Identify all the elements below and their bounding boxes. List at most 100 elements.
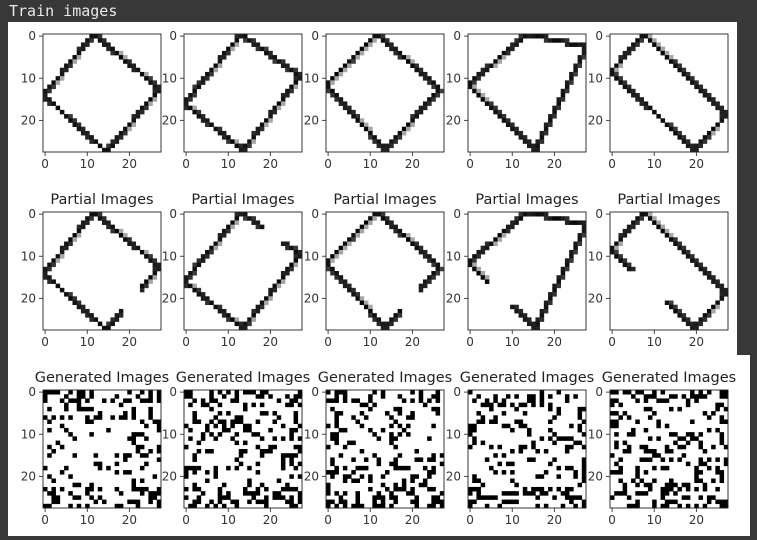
image-pixel bbox=[681, 436, 687, 441]
image-pixel bbox=[196, 419, 202, 425]
image-pixel bbox=[72, 237, 78, 242]
image-pixel bbox=[614, 411, 619, 416]
image-pixel bbox=[706, 457, 712, 462]
y-tick-label: 0 bbox=[453, 385, 461, 399]
image-pixel bbox=[389, 461, 394, 467]
image-pixel bbox=[393, 461, 398, 467]
image-pixel bbox=[401, 486, 407, 492]
image-pixel bbox=[264, 390, 269, 395]
image-pixel bbox=[196, 292, 202, 297]
image-pixel bbox=[230, 42, 235, 47]
image-pixel bbox=[255, 308, 261, 314]
image-pixel bbox=[251, 308, 256, 314]
image-pixel bbox=[497, 503, 503, 509]
image-pixel bbox=[427, 503, 432, 509]
image-pixel bbox=[702, 88, 708, 94]
image-pixel bbox=[123, 233, 128, 238]
image-pixel bbox=[326, 486, 331, 492]
image-pixel bbox=[221, 423, 227, 429]
image-pixel bbox=[573, 67, 578, 73]
image-pixel bbox=[581, 228, 587, 234]
image-pixel bbox=[389, 503, 394, 509]
image-pixel bbox=[656, 453, 661, 458]
image-pixel bbox=[510, 478, 515, 484]
image-pixel bbox=[564, 262, 570, 268]
image-pixel bbox=[93, 461, 99, 467]
image-pixel bbox=[276, 491, 282, 496]
image-pixel bbox=[221, 394, 227, 399]
image-pixel bbox=[359, 228, 365, 234]
image-pixel bbox=[47, 266, 52, 272]
image-pixel bbox=[431, 470, 436, 475]
image-pixel bbox=[234, 216, 240, 221]
image-pixel bbox=[698, 143, 704, 149]
image-pixel bbox=[135, 449, 141, 454]
image-pixel bbox=[468, 427, 473, 433]
image-pixel bbox=[518, 216, 524, 221]
image-pixel bbox=[514, 308, 519, 314]
image-pixel bbox=[669, 237, 674, 242]
image-pixel bbox=[431, 486, 436, 492]
image-pixel bbox=[330, 432, 335, 437]
image-pixel bbox=[435, 390, 441, 395]
image-pixel bbox=[247, 491, 252, 496]
image-pixel bbox=[85, 220, 90, 225]
image-pixel bbox=[376, 139, 382, 144]
image-pixel bbox=[431, 97, 436, 102]
image-pixel bbox=[243, 34, 248, 39]
image-pixel bbox=[539, 135, 545, 140]
image-pixel bbox=[205, 249, 210, 255]
image-pixel bbox=[144, 423, 149, 429]
image-pixel bbox=[681, 444, 687, 450]
image-pixel bbox=[200, 296, 206, 301]
image-pixel bbox=[276, 415, 282, 420]
y-tick-label: 0 bbox=[453, 207, 461, 221]
image-pixel bbox=[89, 486, 94, 492]
image-pixel bbox=[285, 486, 290, 492]
image-pixel bbox=[334, 398, 339, 403]
y-tick-label: 20 bbox=[21, 291, 36, 305]
image-pixel bbox=[188, 503, 193, 509]
image-pixel bbox=[234, 465, 240, 471]
image-pixel bbox=[184, 444, 189, 450]
image-pixel bbox=[385, 143, 390, 149]
image-pixel bbox=[326, 390, 331, 395]
image-pixel bbox=[188, 436, 193, 441]
image-pixel bbox=[435, 499, 441, 505]
image-pixel bbox=[230, 220, 235, 225]
image-pixel bbox=[577, 233, 583, 238]
image-pixel bbox=[372, 313, 377, 318]
image-pixel bbox=[564, 266, 570, 272]
image-pixel bbox=[522, 423, 528, 429]
x-tick-label: 10 bbox=[221, 513, 236, 527]
image-pixel bbox=[131, 63, 137, 69]
image-pixel bbox=[351, 109, 356, 115]
image-pixel bbox=[342, 67, 348, 73]
image-pixel bbox=[690, 80, 695, 85]
image-pixel bbox=[422, 283, 428, 289]
image-pixel bbox=[643, 394, 649, 399]
image-pixel bbox=[280, 423, 286, 429]
image-pixel bbox=[102, 499, 107, 505]
image-pixel bbox=[480, 93, 486, 98]
image-pixel bbox=[359, 118, 365, 123]
image-pixel bbox=[123, 453, 128, 458]
image-pixel bbox=[255, 126, 261, 132]
image-pixel bbox=[217, 63, 223, 69]
y-tick-label: 0 bbox=[28, 29, 36, 43]
image-pixel bbox=[435, 394, 441, 399]
image-pixel bbox=[556, 105, 562, 111]
image-pixel bbox=[427, 275, 432, 280]
image-pixel bbox=[268, 449, 273, 454]
image-pixel bbox=[209, 394, 214, 399]
image-pixel bbox=[431, 495, 436, 500]
image-pixel bbox=[192, 266, 197, 272]
image-pixel bbox=[414, 495, 420, 500]
image-pixel bbox=[127, 126, 132, 132]
image-pixel bbox=[280, 457, 286, 462]
image-pixel bbox=[272, 105, 278, 111]
image-pixel bbox=[68, 59, 73, 64]
image-pixel bbox=[80, 308, 86, 314]
image-pixel bbox=[468, 423, 473, 429]
image-pixel bbox=[264, 50, 269, 56]
